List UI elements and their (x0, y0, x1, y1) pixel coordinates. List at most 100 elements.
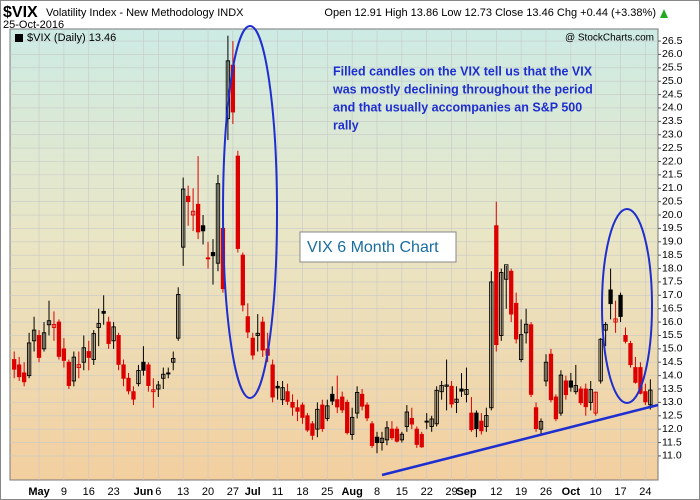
highlight-ellipse (222, 25, 278, 399)
candle-body (389, 428, 395, 439)
candle-body (563, 380, 569, 396)
y-tick-label: 13.0 (662, 396, 683, 408)
candle-body (643, 391, 648, 403)
candle-body (514, 302, 519, 340)
candle-body (195, 203, 201, 233)
candle-body (548, 353, 554, 401)
x-tick-label: 18 (296, 486, 308, 498)
candle-body (86, 351, 91, 358)
candle-body (583, 388, 588, 408)
y-tick-label: 23.5 (662, 115, 683, 127)
annotation-line: rally (333, 118, 359, 132)
candle-body (593, 391, 598, 414)
candle-body (290, 401, 295, 408)
candle-body (96, 322, 101, 328)
up-arrow (660, 9, 668, 18)
box-label: VIX 6 Month Chart (307, 239, 439, 256)
candle-body (374, 436, 380, 443)
symbol: $VIX (3, 4, 38, 21)
y-tick-label: 18.5 (662, 249, 683, 261)
candle-body (121, 364, 126, 379)
candle-body (419, 434, 424, 448)
candle-body (499, 272, 504, 336)
candle-body (330, 393, 335, 402)
candle-body (81, 347, 86, 363)
candle-body (250, 337, 255, 356)
x-tick-label: 24 (639, 486, 651, 498)
candle-body (295, 407, 300, 412)
annotation-line: Filled candles on the VIX tell us that t… (333, 64, 593, 78)
candle-body (21, 372, 27, 383)
y-tick-label: 11.5 (662, 436, 682, 448)
candle-body (633, 367, 638, 383)
quote-value: 12.73 (465, 7, 493, 19)
candle-body (51, 324, 57, 328)
candle-body (369, 423, 375, 446)
candle-body (464, 389, 469, 395)
candle-body (56, 321, 62, 357)
annotation: Filled candles on the VIX tell us that t… (332, 64, 593, 132)
candle-body (479, 420, 484, 432)
candle-body (61, 348, 67, 361)
candle-body (598, 338, 603, 382)
candle-body (335, 399, 340, 408)
candle-body (46, 320, 52, 326)
y-tick-label: 24.0 (662, 102, 683, 114)
x-tick-label: May (28, 486, 50, 498)
change-value: +0.44 (580, 7, 608, 19)
candle-body (315, 408, 320, 430)
candle-body (504, 264, 509, 280)
y-tick-label: 17.5 (662, 276, 683, 288)
candle-body (394, 428, 400, 442)
candle-body (260, 321, 265, 351)
y-tick-label: 22.0 (662, 155, 683, 167)
candle-body (553, 396, 559, 420)
legend: $VIX (Daily) 13.46 (27, 32, 116, 44)
candle-body (146, 364, 151, 386)
y-tick-label: 12.0 (662, 423, 683, 435)
y-tick-label: 19.0 (662, 236, 683, 248)
x-tick-label: 19 (515, 486, 527, 498)
y-tick-label: 15.0 (662, 343, 683, 355)
candle-body (518, 334, 524, 361)
x-tick-label: 6 (155, 486, 161, 498)
y-tick-label: 26.0 (662, 48, 683, 60)
x-tick-label: 13 (177, 486, 189, 498)
candle-body (399, 433, 405, 441)
x-tick-label: 29 (445, 486, 457, 498)
x-tick-label: 10 (590, 486, 602, 498)
candle-body (240, 254, 245, 306)
candle-body (384, 427, 390, 441)
quote-label: Low (441, 7, 461, 19)
candle-body (300, 404, 305, 418)
candle-body (350, 416, 355, 435)
candle-body (414, 428, 419, 445)
y-tick-label: 19.5 (662, 222, 683, 234)
label-box (299, 231, 457, 263)
x-tick-label: 9 (61, 486, 67, 498)
candle-body (543, 361, 549, 382)
candle-body (111, 326, 116, 342)
candle-body (648, 389, 653, 406)
x-tick-label: 11 (272, 486, 283, 498)
y-tick-label: 17.0 (662, 289, 683, 301)
candle-body (161, 373, 166, 379)
x-tick-label: Oct (562, 486, 581, 498)
y-tick-label: 20.0 (662, 209, 683, 221)
y-tick-label: 23.0 (662, 129, 683, 141)
candle-body (409, 417, 414, 425)
y-tick-label: 16.5 (662, 302, 683, 314)
candle-body (17, 364, 22, 378)
candle-body (364, 404, 370, 419)
y-tick-label: 24.5 (662, 88, 683, 100)
candle-body (469, 412, 474, 431)
legend-swatch (15, 34, 23, 42)
x-tick-label: Jul (245, 486, 261, 498)
quote-label: Close (495, 7, 523, 19)
candle-body (106, 321, 111, 344)
candle-body (156, 384, 161, 390)
legend-label: $VIX (Daily) (27, 32, 86, 44)
highlight-ellipse (601, 208, 653, 404)
y-tick-label: 14.5 (662, 356, 683, 368)
